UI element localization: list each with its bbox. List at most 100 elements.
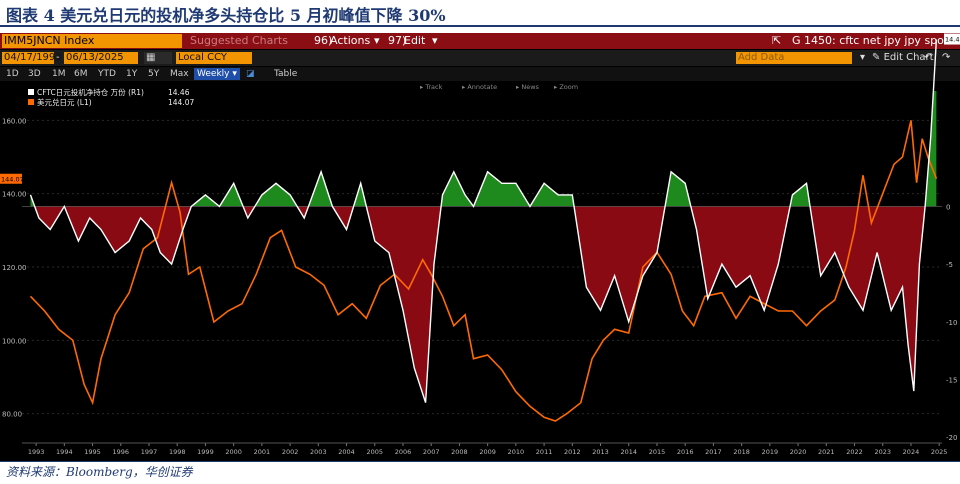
chevron-down-icon: ▾ (374, 34, 380, 47)
export-icon[interactable]: ⇱ (772, 34, 782, 47)
x-tick-label: 1995 (84, 448, 101, 456)
command-bar: IMM5JNCN Index Suggested Charts 96) Acti… (0, 33, 960, 49)
x-tick-label: 2024 (903, 448, 920, 456)
x-tick-label: 2006 (395, 448, 412, 456)
y-tick-label-left: 120.00 (2, 264, 27, 272)
x-tick-label: 2010 (508, 448, 525, 456)
x-tick-label: 2015 (649, 448, 666, 456)
currency-select[interactable]: Local CCY (176, 52, 252, 64)
x-tick-label: 2014 (620, 448, 637, 456)
x-tick-label: 2009 (479, 448, 496, 456)
x-tick-label: 2025 (931, 448, 948, 456)
end-date-field[interactable]: 06/13/2025 (64, 52, 138, 64)
mini-tool-news: ▸ News (516, 83, 540, 91)
chevron-down-icon: ▾ (432, 34, 438, 47)
title-rule (0, 25, 960, 27)
legend-swatch-cftc (28, 89, 34, 95)
mini-tool-annotate: ▸ Annotate (462, 83, 497, 91)
x-tick-label: 2016 (677, 448, 694, 456)
x-tick-label: 2002 (282, 448, 299, 456)
x-tick-label: 2017 (705, 448, 722, 456)
x-tick-label: 1996 (112, 448, 129, 456)
edit-menu[interactable]: Edit (404, 34, 426, 47)
period-5y[interactable]: 5Y (148, 69, 160, 79)
frequency-select[interactable]: Weekly ▾ (194, 68, 240, 80)
period-1d[interactable]: 1D (6, 69, 19, 79)
settings-bar: 04/17/1993 - 06/13/2025 ▦ Local CCY Add … (0, 50, 960, 66)
usdjpy-line (29, 120, 938, 422)
period-1m[interactable]: 1M (52, 69, 66, 79)
x-tick-label: 2013 (592, 448, 609, 456)
x-tick-label: 2021 (818, 448, 835, 456)
y-tick-label-right: -5 (946, 261, 953, 269)
edit-chart-label: Edit Chart (883, 52, 934, 63)
y-tick-label-left: 160.00 (2, 117, 27, 125)
chart-id-label: G 1450: cftc net jpy jpy spot (792, 34, 949, 47)
actions-key: 96) (314, 34, 333, 47)
frequency-label: Weekly (197, 69, 230, 79)
source-note: 资料来源：Bloomberg，华创证券 (6, 465, 193, 479)
start-date-field[interactable]: 04/17/1993 (2, 52, 62, 64)
y-tick-label-left: 80.00 (2, 411, 22, 419)
x-tick-label: 2012 (564, 448, 581, 456)
x-tick-label: 2020 (790, 448, 807, 456)
x-tick-label: 2022 (846, 448, 863, 456)
x-tick-label: 2005 (366, 448, 383, 456)
x-tick-label: 1993 (28, 448, 45, 456)
usdjpy-last-label: 144.07 (1, 176, 24, 184)
cftc-last-label: 14.46 (945, 36, 960, 44)
chart-plot: 80.00100.00120.00140.00160.000-5-10-15-2… (0, 33, 960, 456)
y-tick-label-right: -10 (946, 319, 957, 327)
x-tick-label: 2023 (874, 448, 891, 456)
period-6m[interactable]: 6M (74, 69, 88, 79)
redo-icon[interactable]: ↷ (942, 52, 951, 63)
ticker-field[interactable]: IMM5JNCN Index (2, 34, 182, 48)
legend-label-usdjpy: 美元兑日元 (L1) (37, 97, 92, 107)
actions-menu[interactable]: Actions (330, 34, 371, 47)
add-data-input[interactable]: Add Data (736, 52, 852, 64)
x-tick-label: 1998 (169, 448, 186, 456)
bottom-rule (0, 461, 960, 462)
y-tick-label-right: 0 (946, 203, 950, 211)
x-tick-label: 2001 (254, 448, 271, 456)
edit-key: 97) (388, 34, 407, 47)
mini-tool-zoom: ▸ Zoom (554, 83, 578, 91)
x-tick-label: 2003 (310, 448, 327, 456)
chevron-down-icon: ▾ (860, 52, 866, 63)
legend-swatch-usdjpy (28, 99, 34, 105)
x-tick-label: 1997 (141, 448, 158, 456)
y-tick-label-right: -15 (946, 377, 957, 385)
date-separator: - (56, 52, 60, 63)
cftc-negative-area (30, 206, 937, 403)
y-tick-label-left: 140.00 (2, 191, 27, 199)
x-tick-label: 1999 (197, 448, 214, 456)
legend-value-usdjpy: 144.07 (168, 98, 194, 107)
undo-icon[interactable]: ↶ (924, 52, 933, 63)
legend-label-cftc: CFTC日元投机净持仓 万份 (R1) (37, 87, 144, 97)
edit-chart-button[interactable]: ✎ Edit Chart (872, 52, 934, 63)
x-tick-label: 2007 (423, 448, 440, 456)
period-1y[interactable]: 1Y (126, 69, 138, 79)
cftc-line (29, 39, 938, 403)
x-tick-label: 2008 (451, 448, 468, 456)
mini-tool-track: ▸ Track (420, 83, 443, 91)
line-chart-icon[interactable]: ◪ (246, 69, 255, 79)
x-tick-label: 2011 (536, 448, 553, 456)
calendar-icon[interactable]: ▦ (144, 52, 172, 64)
usdjpy-last-badge (0, 173, 22, 184)
figure-title: 图表 4 美元兑日元的投机净多头持仓比 5 月初峰值下降 30% (6, 6, 446, 25)
period-max[interactable]: Max (170, 69, 189, 79)
period-3d[interactable]: 3D (28, 69, 41, 79)
table-button[interactable]: Table (274, 69, 298, 79)
legend-value-cftc: 14.46 (168, 88, 190, 97)
y-tick-label-right: -20 (946, 434, 957, 442)
x-tick-label: 2018 (733, 448, 750, 456)
y-tick-label-left: 100.00 (2, 337, 27, 345)
bloomberg-chart-panel: IMM5JNCN Index Suggested Charts 96) Acti… (0, 33, 960, 462)
x-tick-label: 2004 (338, 448, 355, 456)
cftc-last-badge (944, 33, 960, 45)
period-bar: 1D 3D 1M 6M YTD 1Y 5Y Max Weekly ▾ ◪ Tab… (0, 67, 960, 81)
suggested-charts-button[interactable]: Suggested Charts (190, 34, 288, 47)
period-ytd[interactable]: YTD (98, 69, 116, 79)
x-tick-label: 2019 (762, 448, 779, 456)
